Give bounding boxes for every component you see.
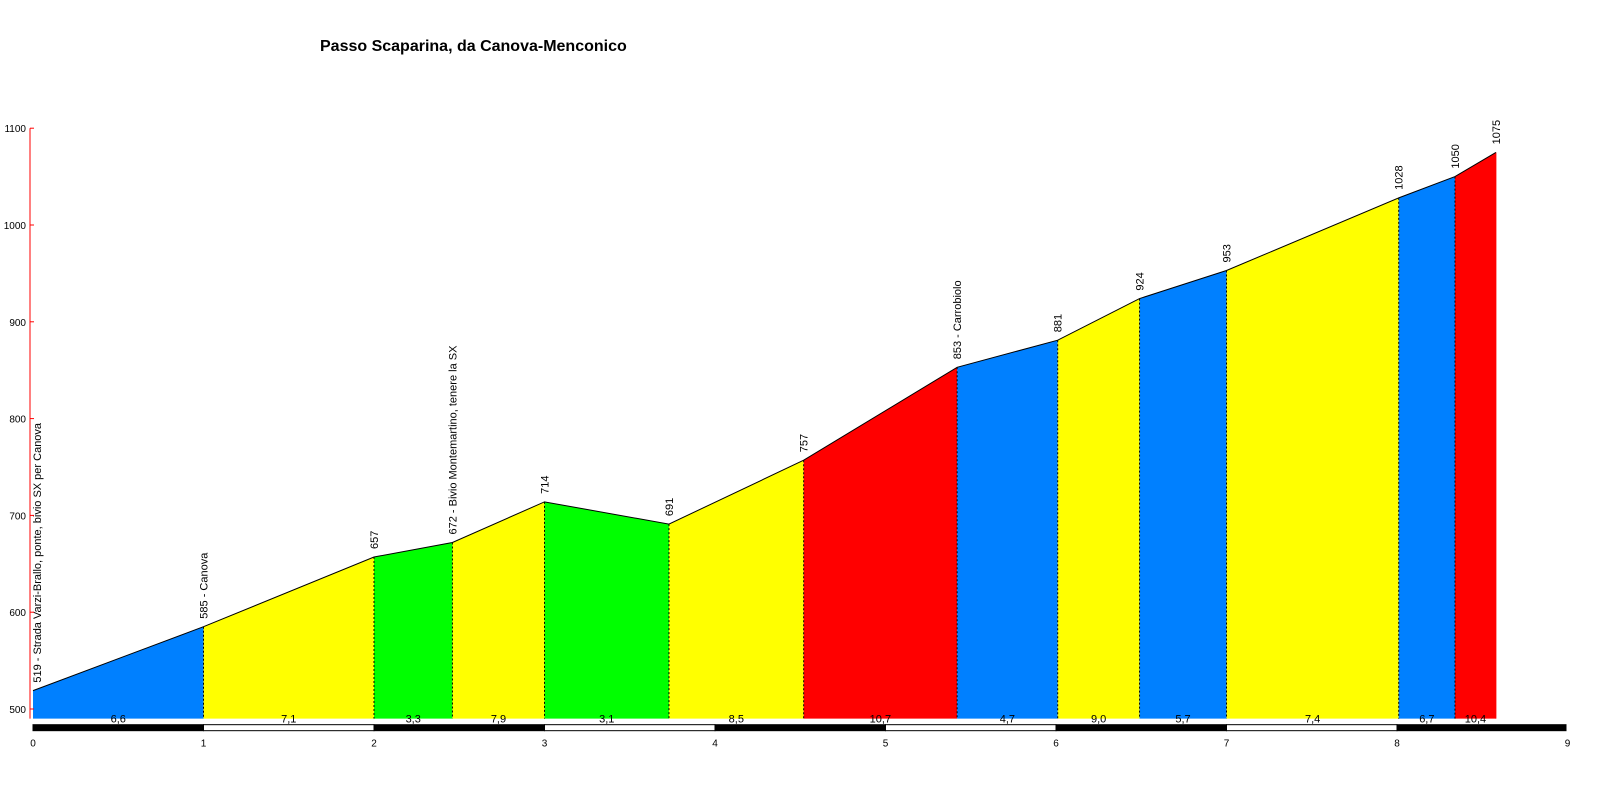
km-bar-cell: [1055, 724, 1227, 732]
segment-fill: [1139, 270, 1227, 719]
segment-fill: [1057, 298, 1140, 719]
gradient-label: 7,9: [491, 714, 506, 726]
x-tick-label: 9: [1565, 739, 1571, 750]
gradient-label: 9,0: [1091, 714, 1106, 726]
y-tick-label: 700: [9, 511, 26, 522]
x-tick-label: 8: [1394, 739, 1400, 750]
point-label: 881: [1053, 314, 1065, 332]
km-bar: [32, 724, 1567, 732]
point-label: 585 - Canova: [199, 552, 211, 619]
x-tick-label: 2: [371, 739, 377, 750]
point-label: 1050: [1450, 144, 1462, 168]
segment-fill: [1454, 152, 1496, 719]
gradient-label: 8,5: [729, 714, 744, 726]
segment-fill: [668, 460, 804, 719]
point-label: 1075: [1491, 120, 1503, 144]
point-label: 853 - Carrobiolo: [952, 280, 964, 359]
y-axis: 500 600 700 800 900 1000 1100: [4, 124, 34, 719]
point-label: 757: [799, 434, 811, 452]
segment-dividers: [203, 152, 1497, 719]
segment-fill: [957, 340, 1058, 719]
gradient-label: 6,6: [111, 714, 126, 726]
km-bar-cell: [1396, 724, 1567, 732]
x-tick-label: 1: [201, 739, 207, 750]
gradient-label: 3,1: [599, 714, 614, 726]
point-label: 657: [369, 531, 381, 549]
x-tick-label: 4: [712, 739, 718, 750]
y-tick-label: 1100: [4, 124, 26, 135]
gradient-labels: 6,6 7,1 3,3 7,9 3,1 8,5 10,7 4,7 9,0 5,7 7,4 6,7 10,…: [111, 714, 1487, 726]
segment-fill: [452, 501, 545, 719]
gradient-label: 7,1: [281, 714, 296, 726]
km-bar-cell: [544, 724, 716, 732]
profile-polyline: [32, 151, 1497, 692]
gradient-label: 10,4: [1465, 714, 1486, 726]
segment-fill: [1226, 197, 1399, 719]
point-label: 691: [664, 498, 676, 516]
point-label: 953: [1222, 244, 1234, 262]
gradient-label: 10,7: [870, 714, 891, 726]
point-label: 924: [1135, 272, 1147, 290]
gradient-label: 6,7: [1419, 714, 1434, 726]
x-tick-label: 0: [30, 739, 36, 750]
km-bar-cell: [373, 724, 545, 732]
segment-fill: [803, 367, 958, 719]
point-label: 1028: [1394, 165, 1406, 189]
y-tick-label: 1000: [4, 221, 27, 232]
x-tick-label: 7: [1224, 739, 1230, 750]
segment-fill: [203, 557, 374, 719]
gradient-label: 5,7: [1175, 714, 1190, 726]
segment-fill: [1398, 176, 1455, 719]
profile-line: [32, 151, 1497, 692]
point-label: 714: [540, 475, 552, 493]
gradient-label: 3,3: [406, 714, 421, 726]
x-tick-label: 3: [542, 739, 548, 750]
segment-fills: [33, 152, 1496, 719]
y-tick-label: 900: [9, 318, 26, 329]
x-tick-label: 6: [1053, 739, 1059, 750]
point-labels: 519 - Strada Varzi-Brallo, ponte, bivio …: [32, 120, 1503, 683]
y-tick-label: 500: [9, 705, 26, 716]
x-axis: 0 1 2 3 4 5 6 7 8 9: [30, 739, 1571, 750]
gradient-label: 4,7: [1000, 714, 1015, 726]
segment-fill: [33, 626, 204, 719]
point-label: 519 - Strada Varzi-Brallo, ponte, bivio …: [32, 422, 44, 683]
y-tick-label: 800: [9, 415, 26, 426]
chart-title: Passo Scaparina, da Canova-Menconico: [320, 38, 627, 55]
x-tick-label: 5: [883, 739, 889, 750]
segment-fill: [374, 542, 453, 719]
segment-fill: [544, 501, 669, 719]
km-bar-cell: [885, 724, 1057, 732]
y-tick-label: 600: [9, 608, 26, 619]
point-label: 672 - Bivio Montemartino, tenere la SX: [447, 345, 459, 535]
gradient-label: 7,4: [1305, 714, 1320, 726]
